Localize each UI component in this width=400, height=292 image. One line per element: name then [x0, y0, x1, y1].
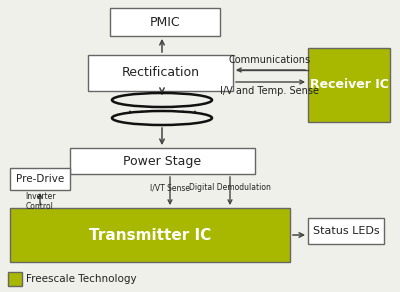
Bar — [10, 168, 70, 190]
Bar — [70, 148, 255, 174]
Bar — [8, 272, 22, 286]
Bar — [308, 218, 384, 244]
Text: Digital Demodulation: Digital Demodulation — [189, 183, 271, 192]
Text: Receiver IC: Receiver IC — [310, 79, 388, 91]
Text: Freescale Technology: Freescale Technology — [26, 274, 137, 284]
Text: Power Stage: Power Stage — [124, 154, 202, 168]
Ellipse shape — [112, 111, 212, 125]
Bar — [88, 55, 233, 91]
Bar — [110, 8, 220, 36]
Bar — [10, 208, 290, 262]
Text: PMIC: PMIC — [150, 15, 180, 29]
Text: Rectification: Rectification — [122, 67, 200, 79]
Text: Transmitter IC: Transmitter IC — [89, 227, 211, 242]
Text: Pre-Drive: Pre-Drive — [16, 174, 64, 184]
Text: I/VT Sense: I/VT Sense — [150, 183, 190, 192]
Text: Communications: Communications — [229, 55, 311, 65]
Text: I/V and Temp. Sense: I/V and Temp. Sense — [220, 86, 320, 96]
Bar — [308, 48, 390, 122]
Text: Inverter
Control: Inverter Control — [25, 192, 55, 211]
Text: Status LEDs: Status LEDs — [313, 226, 379, 236]
